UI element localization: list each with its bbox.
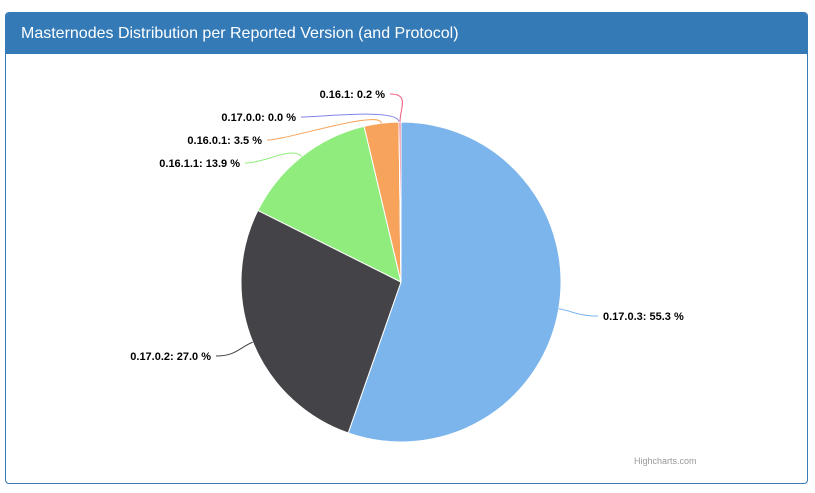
data-label-0-17-0-2: 0.17.0.2: 27.0 % bbox=[130, 351, 211, 363]
data-label-0-17-0-3: 0.17.0.3: 55.3 % bbox=[603, 311, 684, 323]
data-label-0-16-1: 0.16.1: 0.2 % bbox=[320, 89, 386, 101]
data-label-0-16-0-1: 0.16.0.1: 3.5 % bbox=[187, 135, 262, 147]
pie-slice-0-16-1-1[interactable] bbox=[257, 125, 402, 283]
connector-0-16-0-1 bbox=[266, 119, 382, 141]
panel-title: Masternodes Distribution per Reported Ve… bbox=[6, 13, 807, 54]
data-label-0-17-0-0: 0.17.0.0: 0.0 % bbox=[221, 112, 296, 124]
data-label-0-16-1-1: 0.16.1.1: 13.9 % bbox=[159, 158, 240, 170]
highcharts-credit[interactable]: Highcharts.com bbox=[634, 456, 697, 466]
connector-0-16-1-1 bbox=[244, 152, 303, 164]
connector-0-17-0-2 bbox=[215, 341, 253, 357]
connector-0-16-1 bbox=[389, 93, 403, 123]
connector-0-17-0-3 bbox=[558, 308, 599, 317]
pie-slice-0-16-1[interactable] bbox=[398, 121, 402, 283]
connector-0-17-0-0 bbox=[300, 113, 400, 123]
pie-slice-0-17-0-2[interactable] bbox=[240, 209, 402, 434]
